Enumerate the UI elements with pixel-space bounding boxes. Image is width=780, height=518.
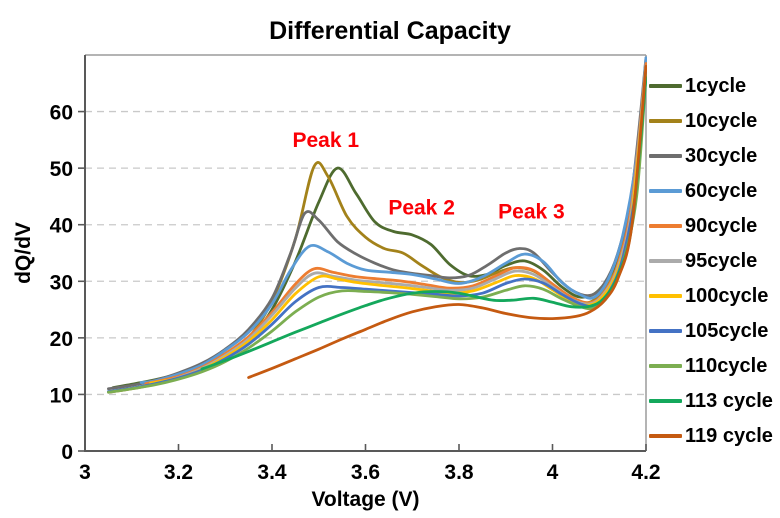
legend-swatch xyxy=(649,293,682,298)
curve-105cycle xyxy=(107,70,647,393)
legend-label: 100cycle xyxy=(685,284,769,307)
legend-swatch xyxy=(649,398,682,403)
legend-swatch xyxy=(649,153,682,158)
curve-119-cycle xyxy=(247,64,647,379)
chart-title: Differential Capacity xyxy=(269,17,511,45)
y-tick-label: 50 xyxy=(50,158,73,181)
legend-item: 10cycle xyxy=(649,103,773,138)
x-tick-label: 3 xyxy=(79,461,91,484)
legend-item: 1cycle xyxy=(649,68,773,103)
y-tick-label: 20 xyxy=(50,328,73,351)
legend-swatch xyxy=(649,223,682,228)
x-tick-label: 3.6 xyxy=(351,461,380,484)
peak-annotation: Peak 1 xyxy=(292,129,359,152)
legend-label: 119 cycle xyxy=(685,424,773,447)
legend-swatch xyxy=(649,118,682,123)
legend-swatch xyxy=(649,83,682,88)
y-tick-label: 0 xyxy=(61,441,73,464)
curve-10cycle xyxy=(107,64,647,394)
legend-label: 90cycle xyxy=(685,214,758,237)
gridlines xyxy=(85,110,646,396)
x-tick-label: 4 xyxy=(547,461,559,484)
legend-swatch xyxy=(649,433,682,438)
peak-annotation: Peak 3 xyxy=(498,201,565,224)
legend-label: 30cycle xyxy=(685,144,758,167)
legend-label: 1cycle xyxy=(685,74,747,97)
legend-item: 105cycle xyxy=(649,313,773,348)
legend-swatch xyxy=(649,258,682,263)
curve-95cycle xyxy=(107,64,647,393)
legend-label: 10cycle xyxy=(685,109,758,132)
y-axis-title: dQ/dV xyxy=(12,222,35,284)
y-tick-label: 60 xyxy=(50,102,73,125)
legend-item: 119 cycle xyxy=(649,418,773,453)
legend-label: 95cycle xyxy=(685,249,758,272)
legend-swatch xyxy=(649,188,682,193)
legend-item: 95cycle xyxy=(649,243,773,278)
curve-110cycle xyxy=(107,73,647,394)
y-tick-label: 30 xyxy=(50,271,73,294)
x-tick-label: 3.4 xyxy=(257,461,287,484)
legend-item: 60cycle xyxy=(649,173,773,208)
legend-label: 113 cycle xyxy=(685,389,773,412)
curve-100cycle xyxy=(149,67,647,385)
curve-113-cycle xyxy=(200,76,647,371)
legend-label: 110cycle xyxy=(685,354,768,377)
legend-label: 105cycle xyxy=(685,319,769,342)
legend-label: 60cycle xyxy=(685,179,758,202)
legend-item: 100cycle xyxy=(649,278,773,313)
y-tick-label: 10 xyxy=(50,384,73,407)
x-axis-title: Voltage (V) xyxy=(311,488,419,511)
legend-item: 110cycle xyxy=(649,348,773,383)
legend-item: 90cycle xyxy=(649,208,773,243)
legend-item: 113 cycle xyxy=(649,383,773,418)
x-tick-label: 3.8 xyxy=(444,461,474,484)
peak-annotation: Peak 2 xyxy=(388,197,455,220)
y-tick-label: 40 xyxy=(50,215,73,238)
legend: 1cycle 10cycle 30cycle 60cycle 90cycle 95cycl… xyxy=(649,68,773,453)
x-tick-label: 4.2 xyxy=(631,461,660,484)
x-tick-label: 3.2 xyxy=(164,461,193,484)
legend-item: 30cycle xyxy=(649,138,773,173)
curve-60cycle xyxy=(139,56,647,384)
legend-swatch xyxy=(649,363,682,368)
curves xyxy=(107,56,647,394)
legend-swatch xyxy=(649,328,682,333)
